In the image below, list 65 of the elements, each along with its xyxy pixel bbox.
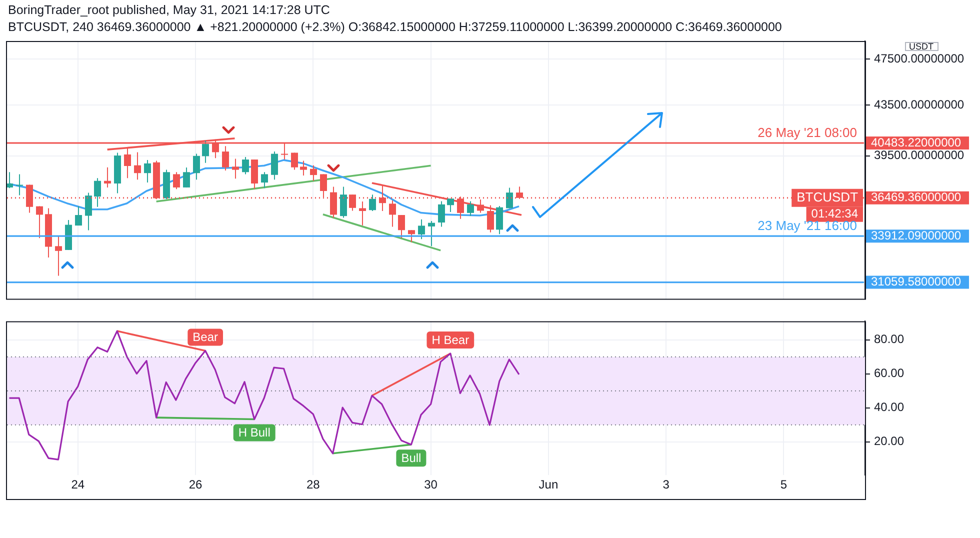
candlestick [408, 230, 415, 243]
candlestick [340, 186, 347, 218]
candlestick [438, 200, 445, 228]
candlestick [242, 156, 249, 175]
ref-line-label: 31059.58000000 [871, 274, 962, 289]
y-tick-label: 43500.00000000 [874, 98, 964, 112]
candlestick [428, 220, 435, 247]
candlestick [134, 152, 141, 180]
candlestick [173, 172, 180, 190]
candlestick [310, 164, 317, 182]
x-tick-label: 24 [71, 478, 85, 492]
candlestick [94, 178, 101, 208]
candlestick [251, 159, 258, 190]
x-tick-label: 30 [424, 478, 438, 492]
annotation: 23 May '21 16:00 [758, 218, 857, 234]
candlestick [193, 153, 200, 180]
candlestick [144, 160, 151, 184]
candlestick [55, 236, 62, 276]
candlestick [16, 174, 23, 196]
x-tick-label: 26 [188, 478, 203, 492]
candlestick [183, 166, 190, 188]
ref-line-label: 40483.22000000 [871, 135, 962, 150]
candlestick [467, 200, 474, 217]
ref-line-label: 33912.09000000 [871, 228, 962, 242]
candlestick [222, 146, 229, 171]
candlestick [447, 198, 454, 213]
x-tick-label: 3 [662, 478, 670, 492]
annotation: Bear [192, 330, 218, 344]
y-tick-label: 20.00 [874, 434, 904, 448]
y-tick-label: 40.00 [874, 400, 904, 414]
annotation: Bull [401, 450, 422, 465]
candlestick [389, 200, 396, 228]
x-tick-label: 28 [306, 478, 320, 492]
ref-line-label: 36469.36000000 [871, 190, 962, 204]
candlestick [369, 194, 376, 212]
annotation: 01:42:34 [811, 206, 858, 221]
candlestick [232, 158, 239, 180]
candlestick [271, 151, 278, 180]
chart-title: BoringTrader_root published, May 31, 2021 14:17:28 UTC [8, 3, 330, 17]
x-tick-label: 5 [780, 478, 788, 492]
candlestick [506, 187, 513, 209]
candlestick [300, 160, 307, 176]
annotation: H Bear [432, 332, 470, 347]
candlestick [418, 218, 425, 240]
candlestick [104, 166, 111, 188]
candlestick [75, 206, 82, 226]
candlestick [359, 200, 366, 226]
y-tick-label: 80.00 [874, 332, 904, 346]
candlestick [261, 172, 268, 189]
chart-subtitle: BTCUSDT, 240 36469.36000000 ▲ +821.20000000 (+2.3%) O:36842.15000000 H:37259.11000000 L:36399.20000000 C:36469.36000000 [8, 20, 782, 34]
candlestick [398, 214, 405, 239]
text: USDT [909, 41, 934, 52]
candlestick [496, 206, 503, 235]
candlestick [202, 140, 209, 164]
y-tick-label: 47500.00000000 [874, 51, 964, 66]
annotation: H Bull [238, 426, 270, 440]
annotation: BTCUSDT [796, 189, 858, 204]
annotation: 26 May '21 08:00 [758, 125, 857, 140]
candlestick [85, 192, 92, 231]
candlestick [477, 198, 484, 214]
x-tick-label: Jun [538, 478, 558, 492]
y-tick-label: 60.00 [874, 366, 904, 380]
y-tick-label: 39500.00000000 [874, 148, 964, 162]
candlestick [291, 152, 298, 170]
candlestick [36, 206, 43, 239]
